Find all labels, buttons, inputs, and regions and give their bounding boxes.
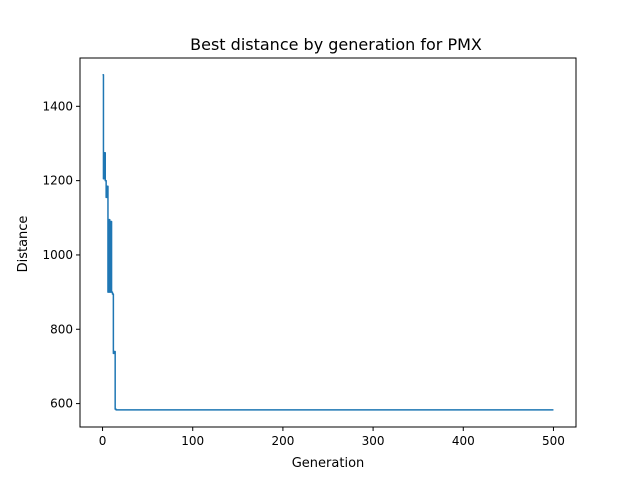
y-tick-label: 1200: [42, 174, 73, 188]
y-tick-label: 600: [50, 397, 73, 411]
x-tick-label: 0: [99, 434, 107, 448]
axis-ticks: 0 100 200 300 400 500 600 800 1000 1200 1400: [42, 99, 564, 448]
x-tick-label: 200: [271, 434, 294, 448]
plot-frame: [79, 57, 577, 428]
x-tick-label: 100: [181, 434, 204, 448]
y-tick-label: 1400: [42, 99, 73, 113]
plot-area: [102, 73, 554, 411]
x-tick-label: 500: [542, 434, 565, 448]
y-axis-label: Distance: [16, 216, 31, 273]
series-line-0: [102, 73, 554, 411]
chart-title: Best distance by generation for PMX: [190, 35, 482, 54]
x-tick-label: 400: [452, 434, 475, 448]
y-tick-label: 1000: [42, 248, 73, 262]
x-tick-label: 300: [362, 434, 385, 448]
x-axis-label: Generation: [292, 456, 365, 471]
y-tick-label: 800: [50, 322, 73, 336]
